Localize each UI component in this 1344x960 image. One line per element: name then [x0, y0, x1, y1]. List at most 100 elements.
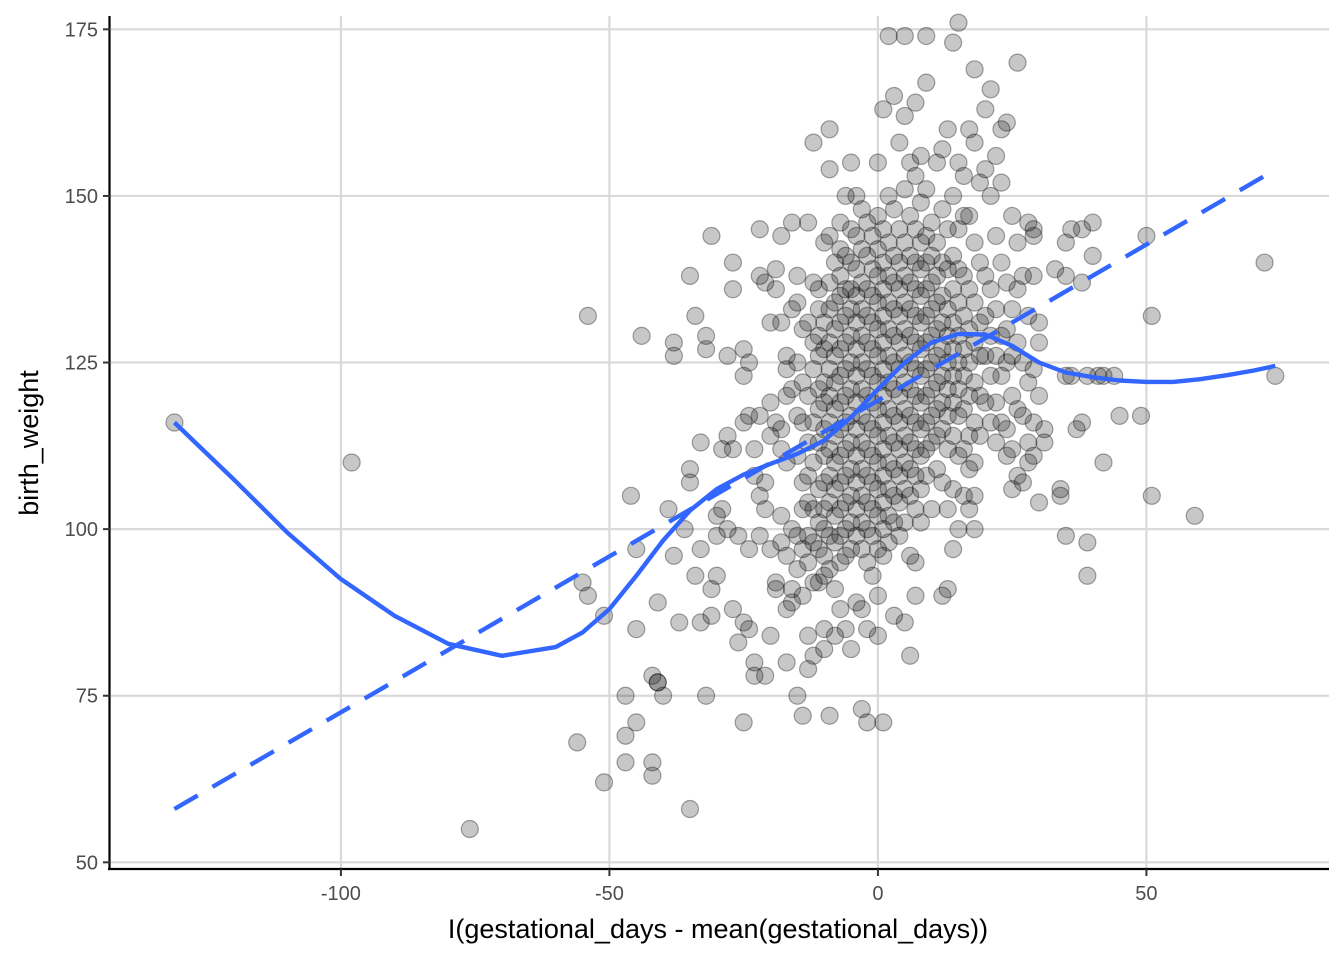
data-point	[981, 186, 1000, 206]
y-axis-title: birth_weight	[14, 370, 44, 516]
data-point	[965, 486, 984, 505]
data-point	[906, 586, 925, 605]
data-point	[933, 140, 952, 159]
data-point	[933, 586, 952, 605]
data-point	[992, 120, 1011, 139]
data-point	[997, 113, 1016, 132]
data-point	[847, 260, 866, 279]
data-point	[1003, 300, 1022, 319]
data-point	[992, 413, 1011, 432]
data-point	[863, 226, 882, 246]
data-point	[960, 460, 979, 479]
data-point	[868, 293, 888, 312]
data-point	[949, 260, 968, 279]
data-point	[992, 253, 1011, 272]
data-point	[1056, 266, 1075, 285]
data-point	[868, 153, 888, 172]
data-point	[976, 346, 995, 365]
y-tick-label: 50	[76, 852, 98, 874]
data-point	[847, 340, 866, 359]
data-point	[686, 306, 705, 325]
data-point	[911, 393, 930, 412]
data-point	[594, 773, 614, 792]
data-point	[1051, 486, 1070, 505]
data-point	[1013, 266, 1033, 285]
data-point	[707, 526, 726, 545]
data-point	[1083, 246, 1102, 266]
data-point	[911, 513, 930, 532]
data-point	[825, 346, 845, 365]
data-point	[1019, 373, 1038, 392]
data-point	[825, 506, 845, 525]
data-point	[976, 306, 995, 325]
data-point	[836, 186, 855, 206]
data-point	[804, 533, 823, 552]
data-point	[750, 266, 769, 285]
data-point	[841, 280, 861, 299]
data-point	[841, 253, 861, 272]
data-point	[1072, 220, 1092, 239]
data-point	[1051, 480, 1070, 499]
data-point	[804, 360, 823, 379]
data-point	[938, 220, 957, 239]
data-point	[750, 220, 769, 239]
data-point	[884, 380, 904, 399]
data-point	[954, 440, 973, 459]
data-point	[879, 426, 898, 445]
data-point	[917, 180, 936, 199]
data-point	[938, 500, 957, 519]
data-point	[836, 333, 855, 352]
data-point	[981, 80, 1000, 99]
data-point	[868, 320, 888, 339]
data-point	[917, 466, 936, 485]
data-point	[884, 200, 904, 219]
data-point	[734, 413, 753, 432]
data-point	[632, 326, 651, 345]
data-point	[879, 346, 898, 365]
data-point	[659, 500, 678, 519]
data-point	[917, 440, 936, 459]
data-point	[965, 453, 984, 472]
data-point	[954, 340, 973, 359]
data-point	[745, 666, 764, 685]
data-point	[927, 320, 947, 339]
data-point	[766, 580, 785, 599]
data-point	[782, 300, 802, 319]
data-point	[895, 293, 914, 312]
data-point	[858, 333, 877, 352]
data-point	[1029, 313, 1049, 332]
data-point	[788, 526, 807, 545]
data-point	[890, 526, 909, 545]
data-point	[815, 566, 834, 585]
data-point	[858, 360, 877, 379]
data-point	[1019, 433, 1038, 452]
data-point	[863, 473, 882, 492]
data-point	[841, 486, 861, 505]
data-point	[895, 480, 914, 499]
data-point	[911, 420, 930, 439]
data-point	[836, 280, 855, 299]
data-point	[836, 466, 855, 485]
data-point	[772, 226, 791, 246]
data-point	[809, 380, 828, 399]
data-point	[761, 313, 780, 332]
data-point	[793, 320, 812, 339]
data-point	[906, 500, 925, 519]
data-point	[863, 313, 882, 332]
data-point	[890, 466, 909, 485]
data-point	[815, 619, 834, 639]
data-point	[938, 120, 957, 139]
data-point	[696, 340, 716, 359]
data-point	[943, 480, 963, 499]
data-point	[922, 500, 941, 519]
data-point	[895, 266, 914, 285]
data-point	[1019, 453, 1038, 472]
data-point	[965, 233, 984, 252]
data-point	[831, 213, 850, 232]
data-point	[573, 573, 592, 592]
data-point	[906, 253, 925, 272]
data-point	[756, 500, 775, 519]
data-point	[836, 306, 855, 325]
data-point	[965, 373, 984, 392]
